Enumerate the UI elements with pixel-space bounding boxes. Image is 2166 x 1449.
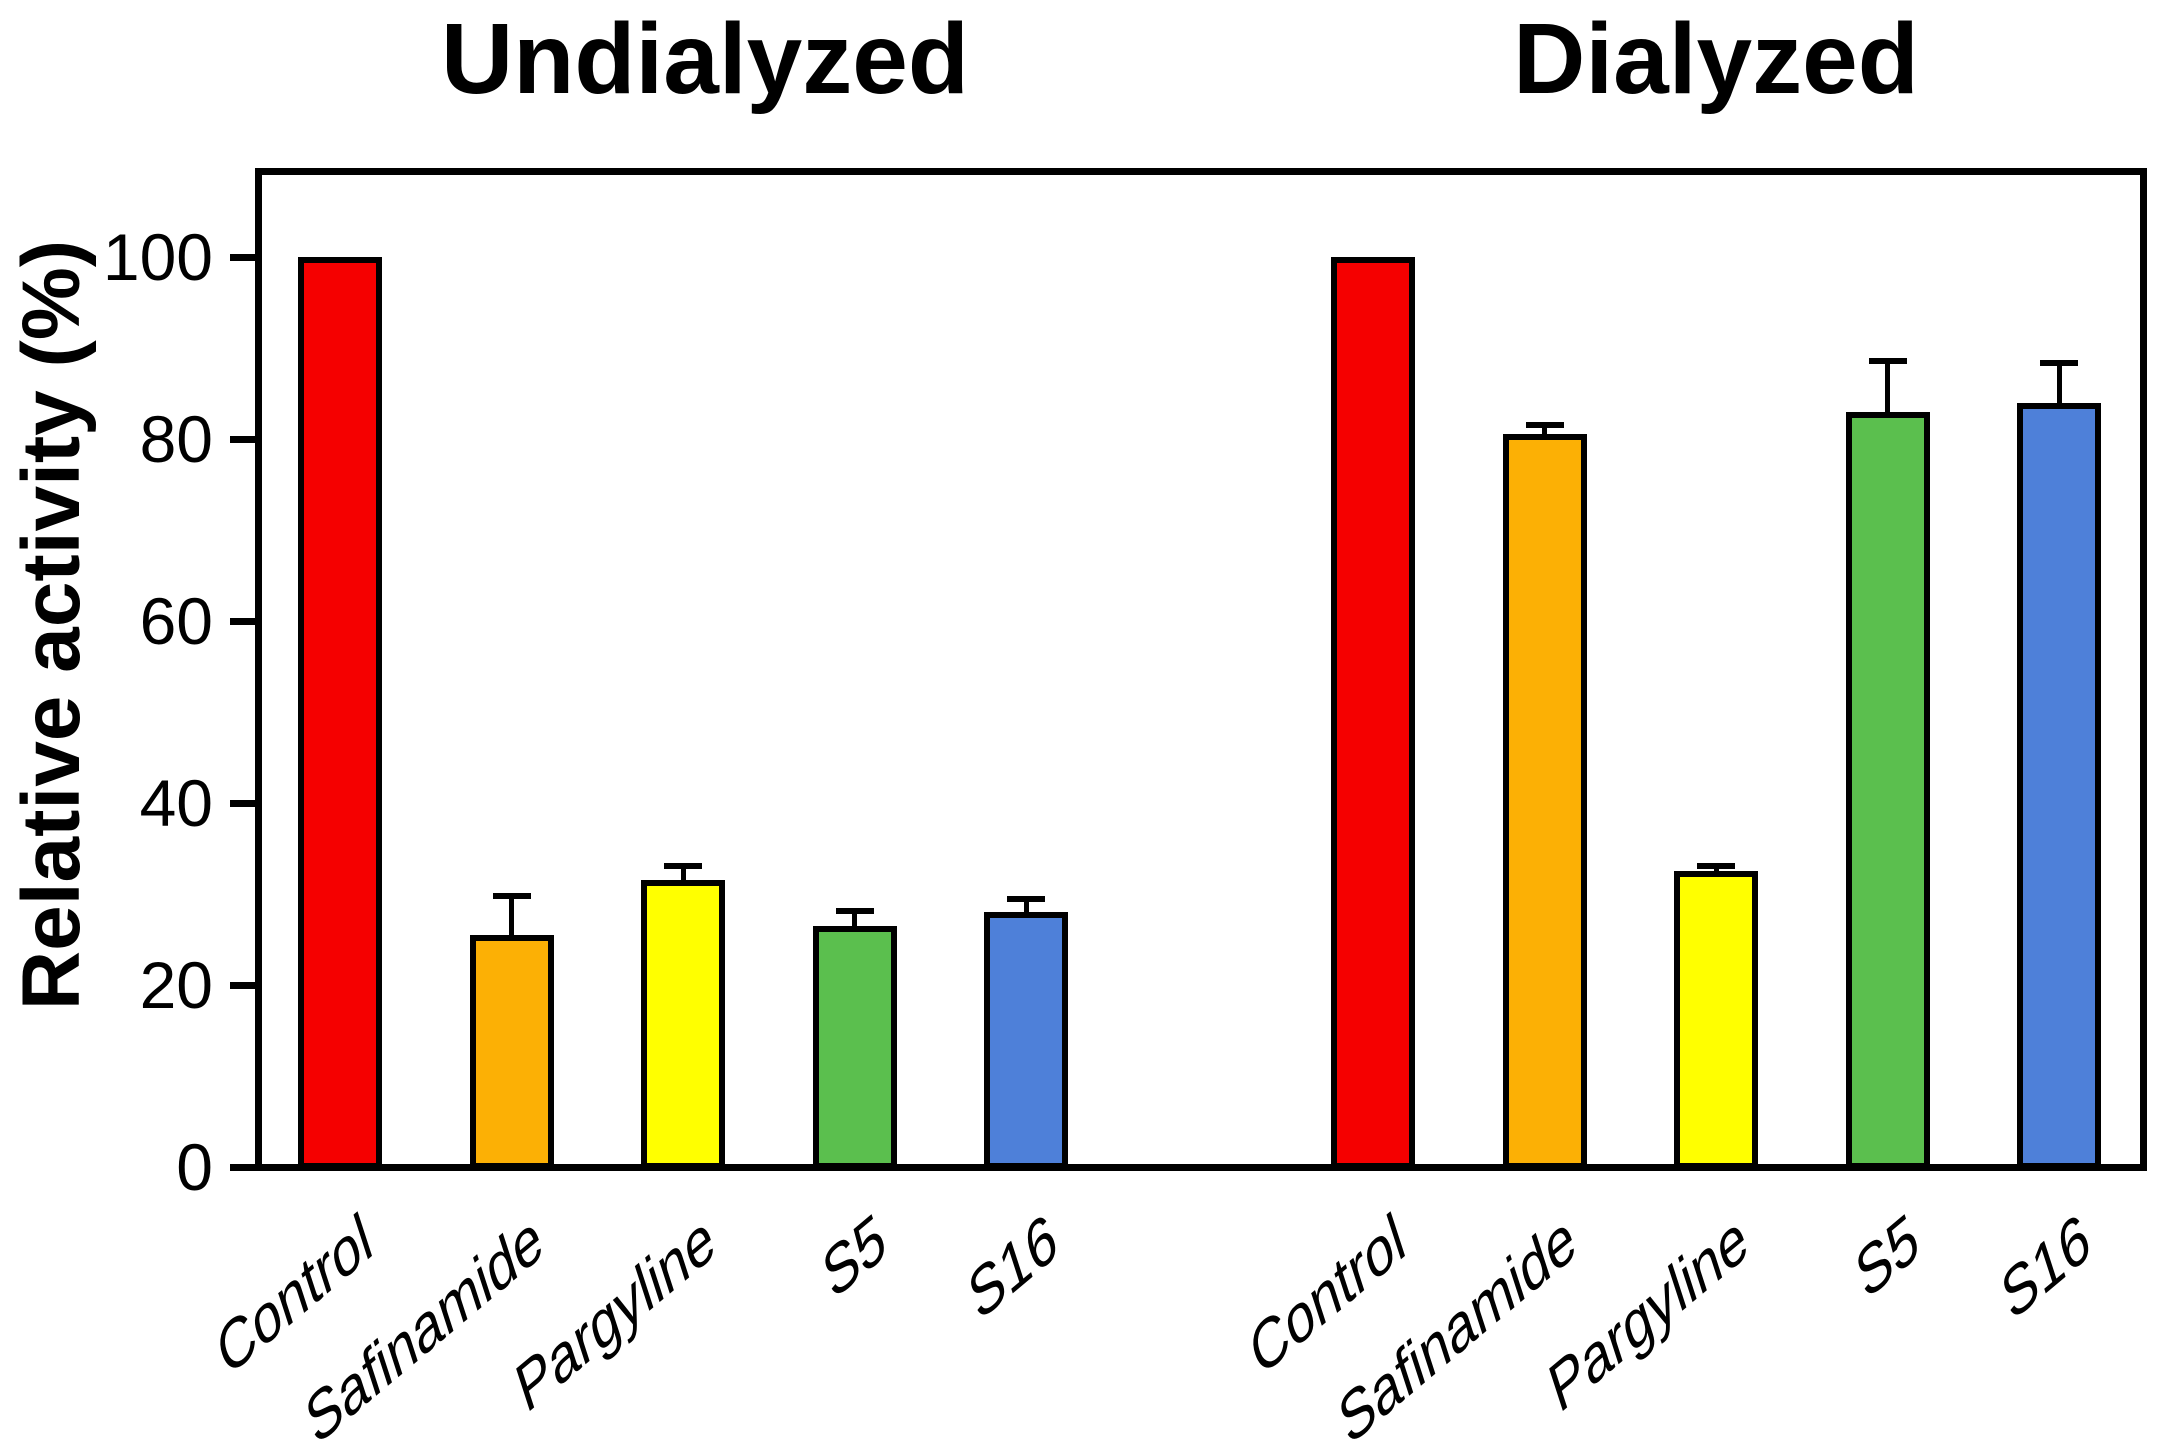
error-bar-line — [509, 895, 514, 935]
error-bar-cap — [1697, 862, 1735, 869]
error-bar-line — [1885, 360, 1890, 412]
x-axis-label: S16 — [1993, 1197, 2098, 1336]
x-axis-label-anchor: S16 — [1477, 1198, 2098, 1335]
error-bar-cap — [492, 892, 531, 899]
bar-undialyzed-pargyline — [641, 880, 725, 1169]
error-bar-cap — [835, 908, 874, 915]
bar-dialyzed-s16 — [2017, 402, 2101, 1169]
error-bar-cap — [2040, 359, 2078, 366]
y-axis-tick-label: 0 — [176, 1130, 213, 1204]
y-axis-tick-label: 60 — [139, 584, 213, 658]
bar-dialyzed-control — [1331, 257, 1415, 1169]
error-bar-line — [1023, 899, 1029, 913]
group-title-dialyzed: Dialyzed — [1513, 3, 1919, 115]
y-axis-tick — [230, 618, 256, 625]
y-axis-tick — [230, 436, 256, 443]
y-axis-tick-label: 80 — [139, 402, 213, 476]
y-axis-tick-label: 100 — [102, 220, 213, 294]
group-title-undialyzed: Undialyzed — [441, 3, 969, 115]
bar-undialyzed-safinamide — [469, 934, 554, 1169]
bar-dialyzed-safinamide — [1502, 434, 1587, 1169]
bar-undialyzed-control — [298, 257, 382, 1169]
plot-area-frame — [255, 168, 2147, 1171]
error-bar-cap — [1525, 422, 1564, 429]
bar-undialyzed-s5 — [812, 925, 897, 1169]
y-axis-tick — [230, 982, 256, 989]
y-axis-tick-label: 20 — [139, 948, 213, 1022]
error-bar-line — [680, 865, 686, 881]
error-bar-line — [2056, 362, 2062, 403]
error-bar-line — [852, 911, 857, 926]
bar-dialyzed-pargyline — [1674, 871, 1758, 1169]
y-axis-tick — [230, 800, 256, 807]
error-bar-cap — [1868, 357, 1907, 364]
y-axis-tick — [230, 254, 256, 261]
error-bar-cap — [1007, 896, 1045, 903]
error-bar-cap — [664, 862, 702, 869]
bar-dialyzed-s5 — [1845, 411, 1930, 1169]
y-axis-tick-label: 40 — [139, 766, 213, 840]
error-bar-line — [1542, 425, 1547, 435]
y-axis-tick — [230, 1164, 256, 1171]
bar-undialyzed-s16 — [984, 912, 1068, 1169]
